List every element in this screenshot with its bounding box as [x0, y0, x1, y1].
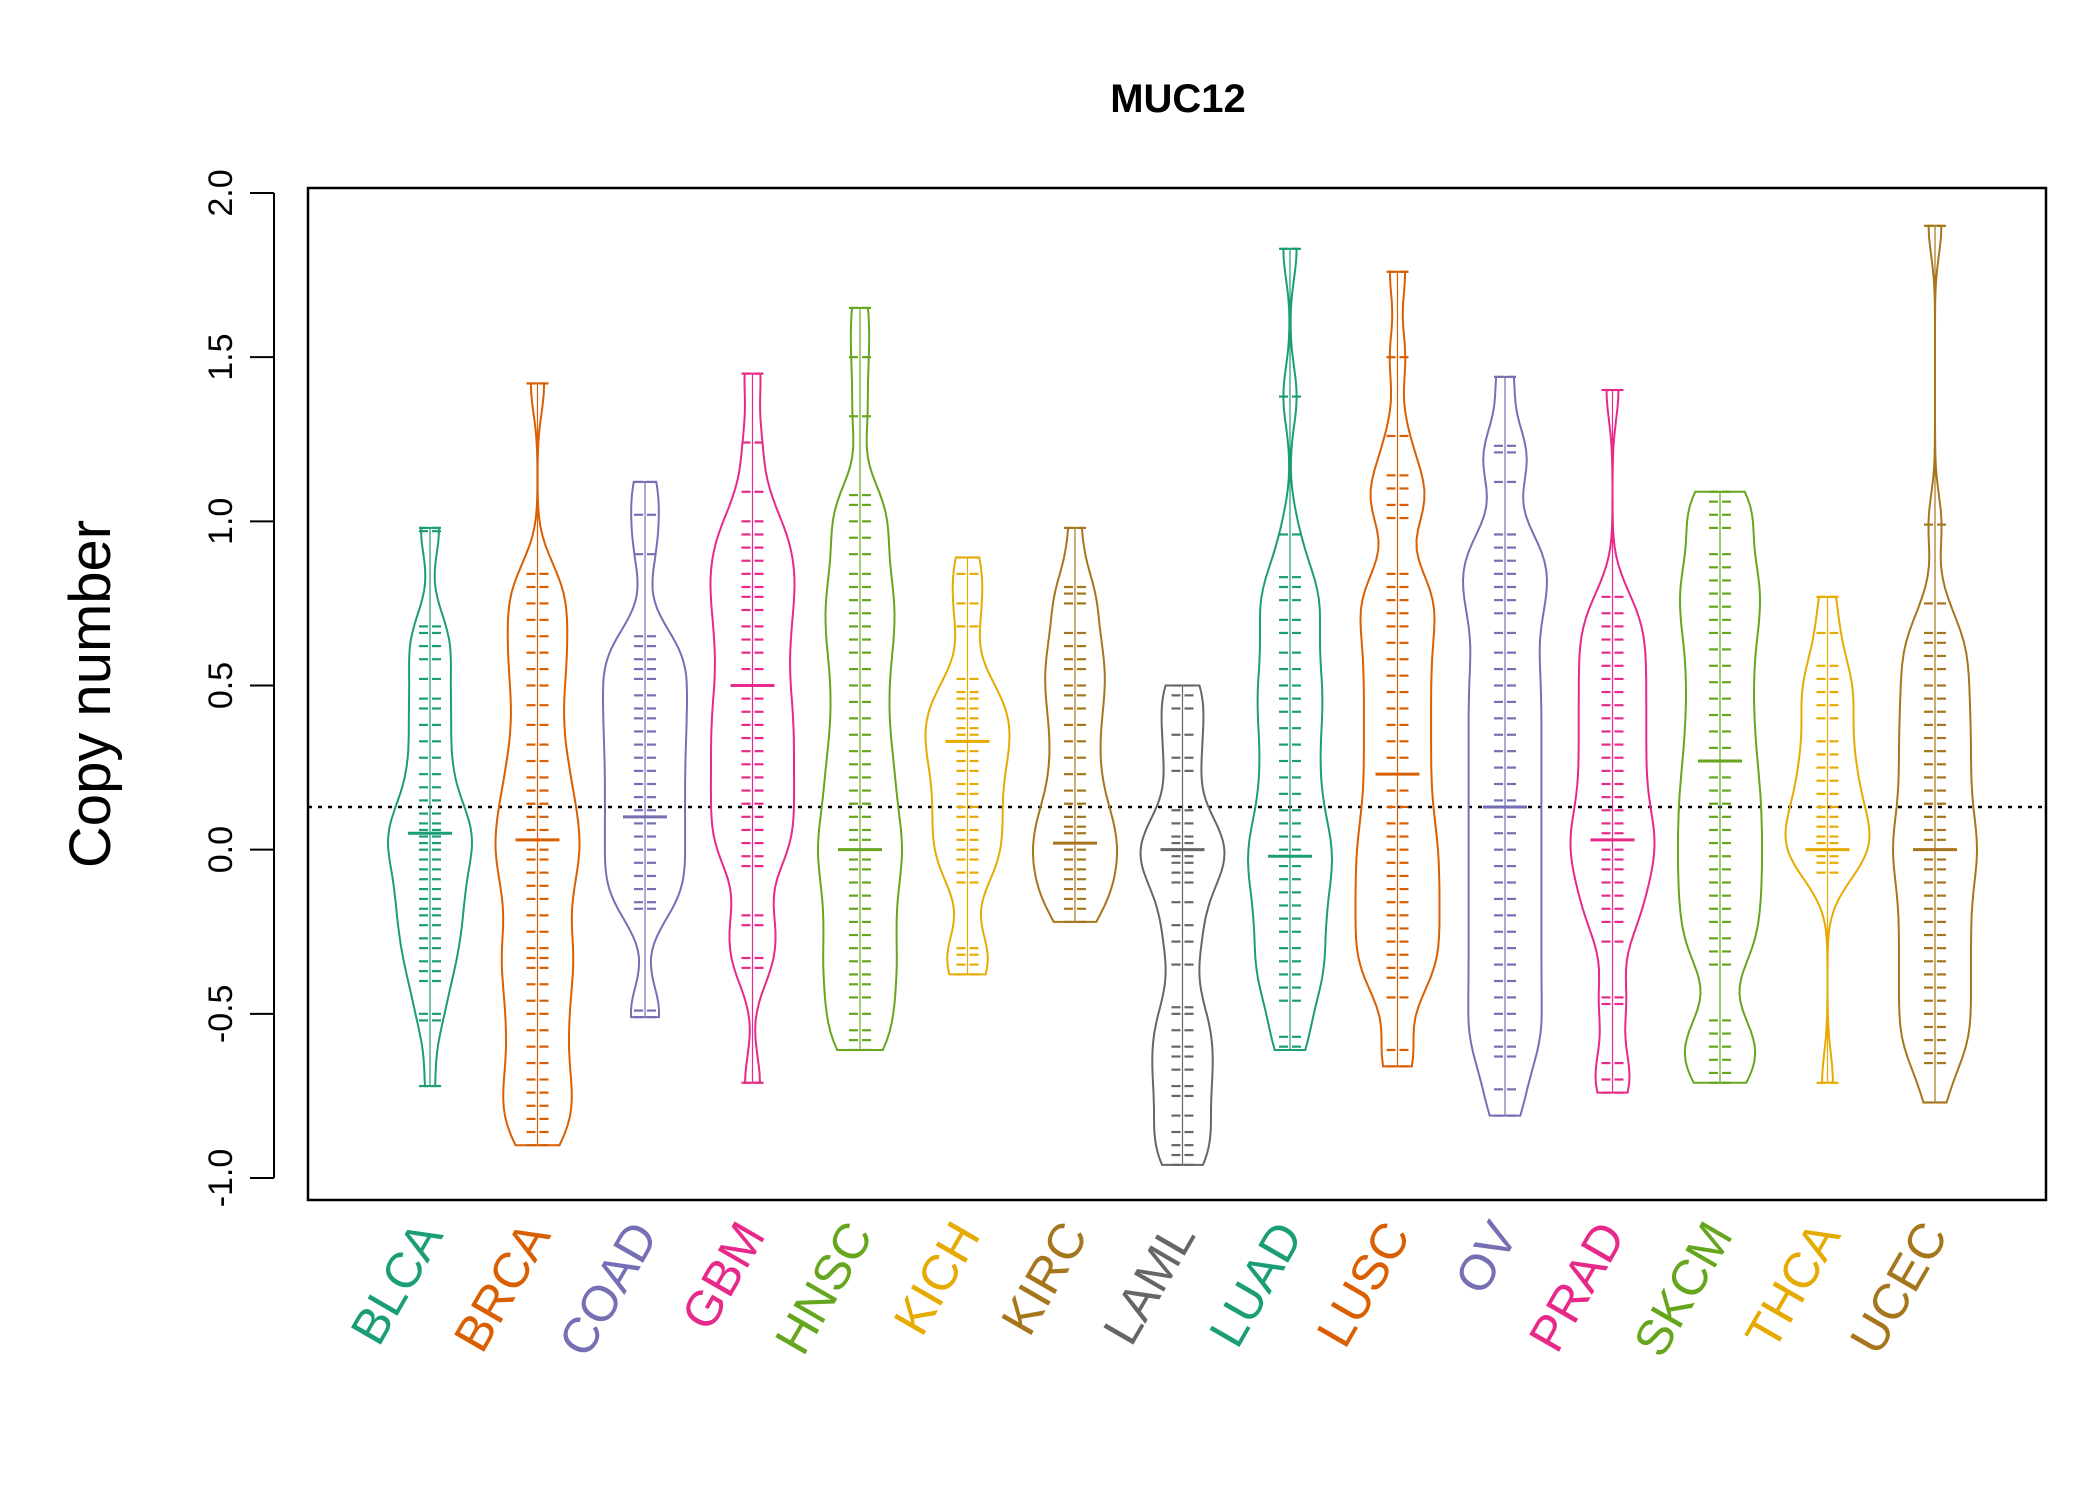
x-tick-label-lusc: LUSC [1306, 1213, 1421, 1357]
bean-hnsc [817, 306, 903, 1052]
x-tick-label-luad: LUAD [1198, 1213, 1313, 1357]
y-tick-label: 0.0 [202, 826, 240, 873]
x-tick-label-blca: BLCA [340, 1212, 454, 1354]
y-axis: -1.0 -0.5 0.0 0.5 1.0 1.5 2.0 [202, 169, 275, 1208]
x-tick-label-skcm: SKCM [1623, 1213, 1744, 1366]
bean-thca [1784, 595, 1871, 1084]
bean-brca [494, 382, 581, 1147]
y-tick-label: 1.0 [202, 498, 240, 545]
bean-kich [924, 556, 1011, 976]
bean-blca [386, 526, 474, 1088]
y-tick-label: 0.5 [202, 662, 240, 709]
plot-frame [306, 186, 2048, 1202]
x-tick-label-kich: KICH [883, 1213, 991, 1344]
bean-ov [1461, 375, 1549, 1117]
y-tick-label: 1.5 [202, 334, 240, 381]
bean-luad [1246, 247, 1334, 1051]
y-axis-label: Copy number [58, 520, 123, 868]
x-tick-label-brca: BRCA [443, 1212, 561, 1361]
bean-gbm [709, 372, 796, 1084]
x-tick-label-coad: COAD [548, 1213, 669, 1366]
bean-outline [1139, 684, 1226, 1166]
bean-prad [1569, 388, 1656, 1094]
bean-ucec [1891, 224, 1979, 1104]
bean-outline [1677, 490, 1763, 1084]
chart-title: MUC12 [1110, 77, 1246, 121]
y-tick-label: 2.0 [202, 169, 240, 216]
x-tick-label-ov: OV [1444, 1212, 1529, 1303]
bean-lusc [1354, 270, 1441, 1068]
bean-coad [602, 480, 688, 1019]
bean-kirc [1032, 526, 1118, 924]
bean-outline [602, 480, 688, 1019]
x-tick-label-thca: THCA [1734, 1212, 1851, 1358]
x-tick-label-gbm: GBM [671, 1213, 776, 1340]
x-tick-label-hnsc: HNSC [764, 1213, 883, 1364]
beans-group [386, 224, 1979, 1166]
bean-laml [1139, 684, 1226, 1166]
y-tick-label: -1.0 [202, 1149, 240, 1208]
x-tick-label-prad: PRAD [1518, 1213, 1636, 1361]
x-tick-label-ucec: UCEC [1839, 1213, 1958, 1364]
bean-skcm [1677, 490, 1763, 1084]
x-tick-label-laml: LAML [1092, 1213, 1206, 1354]
bean-outline [924, 556, 1011, 976]
y-tick-label: -0.5 [202, 985, 240, 1044]
x-tick-label-kirc: KIRC [990, 1213, 1098, 1344]
